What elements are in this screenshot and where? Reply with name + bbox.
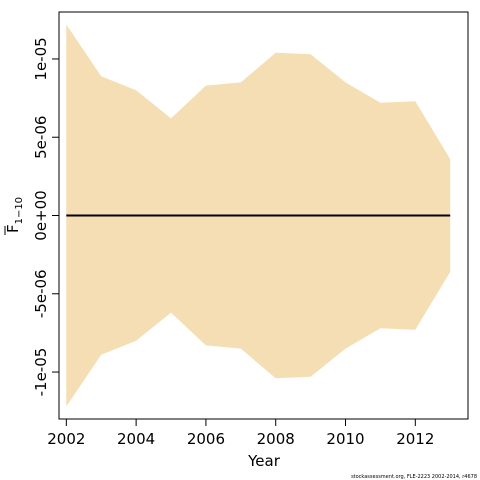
x-tick-label: 2012 [396, 430, 434, 448]
y-axis-title-subscript: 1−10 [14, 197, 25, 224]
footer-caption: stockassessment.org, FLE-2223 2002-2014,… [351, 474, 477, 480]
y-tick-label: 0e+00 [32, 190, 50, 240]
x-tick-label: 2002 [47, 430, 85, 448]
x-tick-label: 2008 [257, 430, 295, 448]
y-tick-label: 5e-06 [32, 116, 50, 159]
y-tick-label: -5e-06 [32, 269, 50, 318]
y-axis-title-main: F [4, 224, 22, 233]
y-axis: -1e-05 -5e-06 0e+00 5e-06 1e-05 [32, 37, 59, 396]
x-tick-label: 2010 [326, 430, 364, 448]
x-tick-label: 2006 [187, 430, 225, 448]
y-axis-title: F1−10 [4, 197, 25, 233]
x-axis-title: Year [247, 452, 281, 470]
y-tick-label: 1e-05 [32, 37, 50, 80]
y-tick-label: -1e-05 [32, 348, 50, 397]
x-axis: 2002 2004 2006 2008 2010 2012 [47, 419, 434, 448]
x-tick-label: 2004 [117, 430, 155, 448]
